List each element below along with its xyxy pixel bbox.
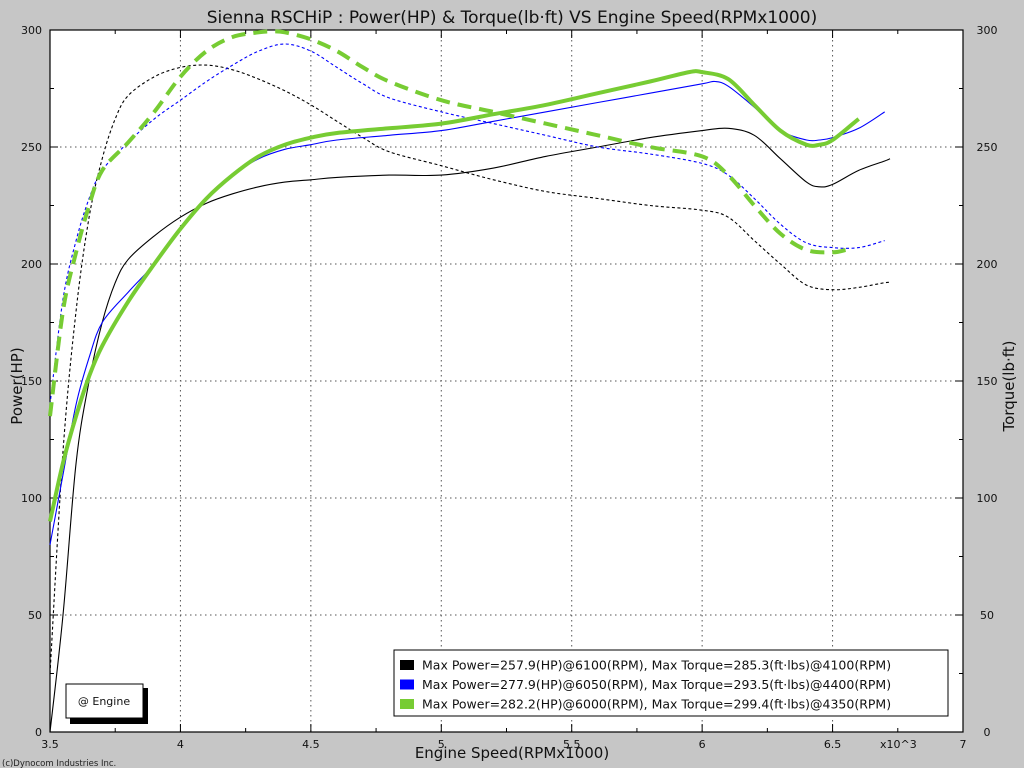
axis-ticks	[49, 29, 964, 733]
y-tick-label-right: 250	[977, 141, 998, 154]
x-tick-label: 7	[960, 738, 967, 751]
y-tick-labels-right: 0 50 100 150 200 250 300	[977, 24, 998, 739]
engine-box	[65, 683, 144, 719]
copyright-label: (c)Dynocom Industries Inc.	[2, 759, 116, 768]
y-tick-label-right: 200	[977, 258, 998, 271]
x-tick-labels: 3.5 4 4.5 5 5.5 6 6.5 7	[41, 738, 966, 751]
y-tick-labels-left: 0 50 100 150 200 250 300	[21, 24, 42, 739]
torque-curve-1	[49, 64, 891, 674]
legend-entry-1: Max Power=257.9(HP)@6100(RPM), Max Torqu…	[422, 658, 891, 673]
y-tick-label: 100	[21, 492, 42, 505]
y-tick-label-right: 100	[977, 492, 998, 505]
x-tick-label: 6.5	[824, 738, 842, 751]
power-curve-1	[49, 127, 891, 733]
x-tick-label: 4	[177, 738, 184, 751]
data-curves	[48, 29, 891, 733]
y-axis-label-right: Torque(lb·ft)	[1000, 340, 1018, 432]
x-multiplier-label: x10^3	[880, 738, 917, 751]
y-tick-label: 50	[28, 609, 42, 622]
legend: Max Power=257.9(HP)@6100(RPM), Max Torqu…	[393, 649, 949, 717]
power-curve-3	[48, 69, 860, 522]
x-tick-label: 5	[438, 738, 445, 751]
legend-entry-3: Max Power=282.2(HP)@6000(RPM), Max Torqu…	[422, 697, 891, 712]
y-tick-label-right: 50	[980, 609, 994, 622]
grid-lines	[50, 30, 963, 732]
y-tick-label-right: 0	[984, 726, 991, 739]
x-tick-label: 3.5	[41, 738, 59, 751]
x-tick-label: 5.5	[563, 738, 581, 751]
y-axis-label-left: Power(HP)	[8, 347, 26, 424]
legend-swatch-2	[400, 679, 414, 690]
legend-swatch-1	[400, 660, 414, 670]
y-tick-label: 0	[35, 726, 42, 739]
engine-box-label: @ Engine	[78, 695, 130, 708]
x-tick-label: 4.5	[302, 738, 320, 751]
legend-swatch-3	[400, 699, 414, 709]
x-axis-label: Engine Speed(RPMx1000)	[415, 744, 609, 762]
y-tick-label: 200	[21, 258, 42, 271]
legend-box	[393, 649, 949, 717]
y-tick-label: 250	[21, 141, 42, 154]
y-tick-label-right: 150	[977, 375, 998, 388]
torque-curve-3	[48, 29, 847, 417]
y-tick-label-right: 300	[977, 24, 998, 37]
y-tick-label: 150	[21, 375, 42, 388]
x-tick-label: 6	[699, 738, 706, 751]
chart-title: Sienna RSCHiP : Power(HP) & Torque(lb·ft…	[207, 8, 818, 28]
legend-entry-2: Max Power=277.9(HP)@6050(RPM), Max Torqu…	[422, 677, 891, 692]
engine-annotation: @ Engine	[65, 683, 148, 724]
y-tick-label: 300	[21, 24, 42, 37]
